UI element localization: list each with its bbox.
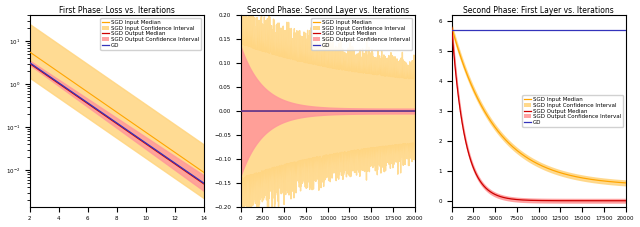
Title: First Phase: Loss vs. Iterations: First Phase: Loss vs. Iterations [59,5,175,15]
Title: Second Phase: First Layer vs. Iterations: Second Phase: First Layer vs. Iterations [463,5,614,15]
Title: Second Phase: Second Layer vs. Iterations: Second Phase: Second Layer vs. Iteration… [246,5,409,15]
Legend: SGD Input Median, SGD Input Confidence Interval, SGD Output Median, SGD Output C: SGD Input Median, SGD Input Confidence I… [522,95,623,127]
Legend: SGD Input Median, SGD Input Confidence Interval, SGD Output Median, SGD Output C: SGD Input Median, SGD Input Confidence I… [312,18,412,50]
Legend: SGD Input Median, SGD Input Confidence Interval, SGD Output Median, SGD Output C: SGD Input Median, SGD Input Confidence I… [100,18,201,50]
